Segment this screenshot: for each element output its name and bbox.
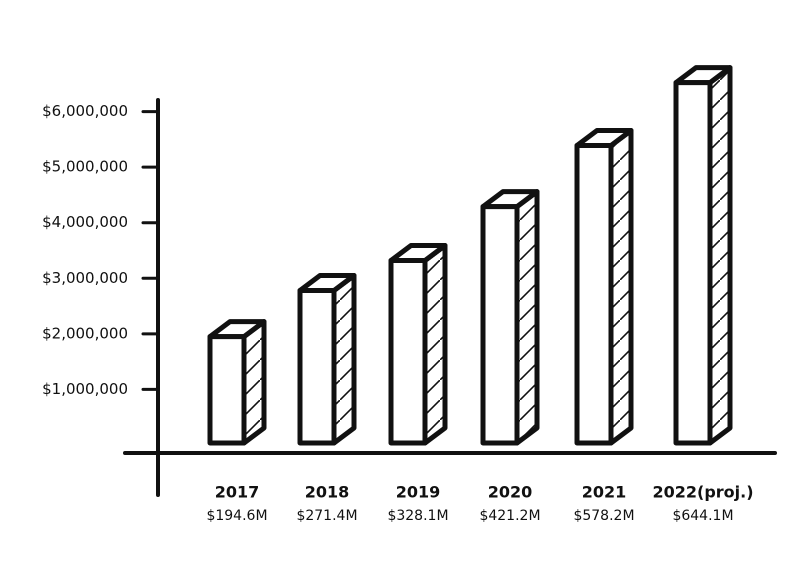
bar <box>297 288 337 446</box>
x-sublabel: $271.4M <box>296 508 357 524</box>
bar <box>480 204 520 446</box>
x-sublabel: $644.1M <box>672 508 733 524</box>
x-sublabel: $328.1M <box>387 508 448 524</box>
x-tick-label: 2020 <box>488 483 533 502</box>
y-tick-label: $6,000,000 <box>42 102 128 120</box>
x-tick-label: 2019 <box>396 483 441 502</box>
bar-side <box>707 65 733 446</box>
bar-side <box>241 319 267 446</box>
bar-side <box>331 273 357 446</box>
x-sublabel: $421.2M <box>479 508 540 524</box>
x-sublabel: $578.2M <box>573 508 634 524</box>
bar-side <box>422 243 448 446</box>
bar <box>207 334 247 446</box>
x-tick-label: 2017 <box>215 483 260 502</box>
bar-side <box>608 127 634 446</box>
x-sublabel: $194.6M <box>206 508 267 524</box>
y-tick-label: $2,000,000 <box>42 324 128 342</box>
x-tick-label: 2022(proj.) <box>652 483 753 502</box>
y-tick-label: $5,000,000 <box>42 158 128 176</box>
x-tick-label: 2021 <box>582 483 627 502</box>
bar-side <box>514 189 540 446</box>
y-tick-label: $4,000,000 <box>42 213 128 231</box>
bar <box>388 258 428 446</box>
x-tick-label: 2018 <box>305 483 350 502</box>
y-tick-label: $3,000,000 <box>42 269 128 287</box>
bar <box>574 142 614 446</box>
bar <box>673 80 713 446</box>
y-tick-label: $1,000,000 <box>42 380 128 398</box>
